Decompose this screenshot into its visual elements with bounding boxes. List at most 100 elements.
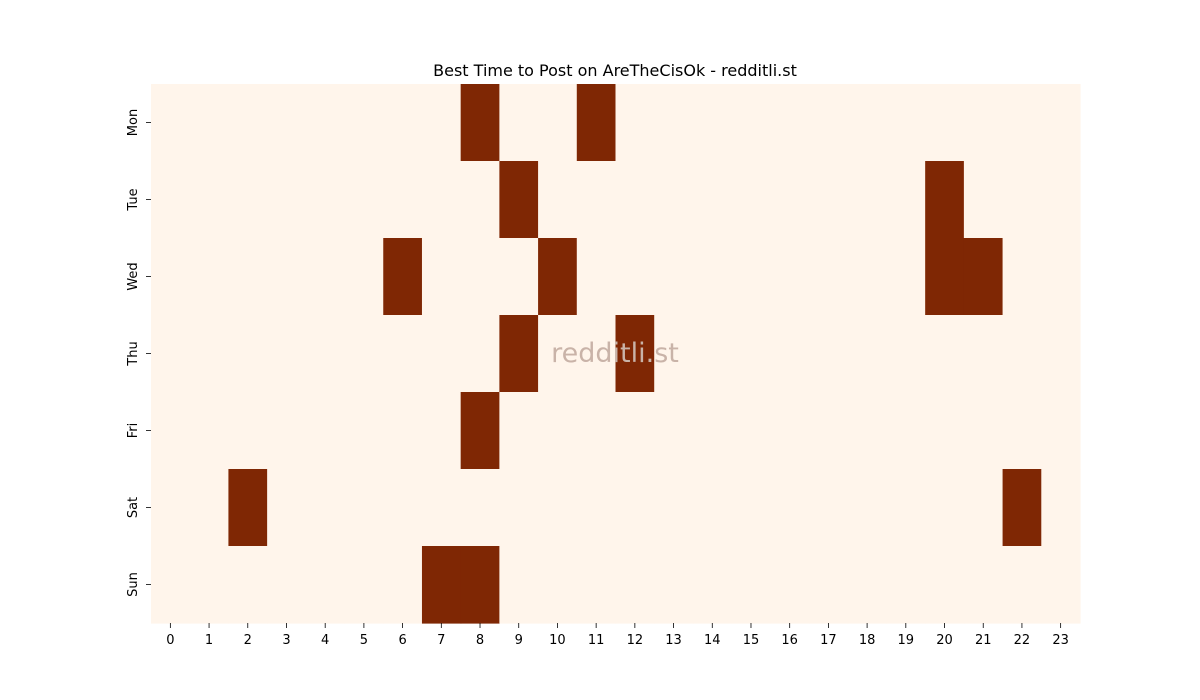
heatmap-cell-fri-4 <box>305 392 346 470</box>
watermark-text: redditli.st <box>551 338 679 369</box>
heatmap-cell-wed-15 <box>731 238 771 316</box>
heatmap-cell-sat-19 <box>886 469 926 547</box>
x-tick-label: 1 <box>205 633 213 648</box>
heatmap-cell-thu-13 <box>654 315 694 393</box>
heatmap-cell-sun-12 <box>615 546 655 624</box>
heatmap-cell-sat-14 <box>692 469 733 547</box>
heatmap-cell-tue-15 <box>731 161 771 239</box>
heatmap-cell-sat-17 <box>809 469 849 547</box>
heatmap-cell-wed-7 <box>421 238 462 316</box>
heatmap-cell-fri-10 <box>538 392 578 470</box>
heatmap-cell-mon-9 <box>499 84 539 162</box>
heatmap-cell-sat-23 <box>1041 469 1081 547</box>
y-tick-label: Thu <box>126 341 141 366</box>
x-tick-label: 17 <box>820 633 837 648</box>
heatmap-cell-thu-3 <box>267 315 307 393</box>
heatmap-cell-thu-10 <box>538 315 578 393</box>
x-tick-label: 22 <box>1014 633 1031 648</box>
heatmap-cell-wed-20 <box>925 238 965 316</box>
heatmap-cell-sun-10 <box>538 546 578 624</box>
heatmap-cell-wed-2 <box>228 238 268 316</box>
heatmap-cell-sun-5 <box>344 546 384 624</box>
heatmap-cell-thu-17 <box>809 315 849 393</box>
heatmap-cell-thu-20 <box>925 315 965 393</box>
x-tick-label: 12 <box>627 633 644 648</box>
heatmap-cell-tue-13 <box>654 161 694 239</box>
heatmap-cell-fri-14 <box>692 392 733 470</box>
heatmap-cell-tue-23 <box>1041 161 1081 239</box>
x-tick-label: 10 <box>549 633 566 648</box>
heatmap-cell-fri-20 <box>925 392 965 470</box>
heatmap-cell-mon-8 <box>460 84 500 162</box>
heatmap-cell-mon-5 <box>344 84 384 162</box>
heatmap-cell-mon-7 <box>421 84 462 162</box>
heatmap-cell-tue-7 <box>421 161 462 239</box>
y-tick-label: Sat <box>126 497 141 518</box>
heatmap-cell-mon-3 <box>267 84 307 162</box>
heatmap-cell-sun-3 <box>267 546 307 624</box>
heatmap-cell-thu-1 <box>189 315 230 393</box>
y-tick-label: Wed <box>126 262 141 290</box>
heatmap-cell-wed-4 <box>305 238 346 316</box>
x-tick-label: 23 <box>1052 633 1069 648</box>
y-tick-label: Sun <box>126 572 141 597</box>
heatmap-cell-thu-7 <box>421 315 462 393</box>
heatmap-cell-sun-11 <box>576 546 617 624</box>
heatmap-cell-fri-17 <box>809 392 849 470</box>
heatmap-cell-fri-3 <box>267 392 307 470</box>
heatmap-cell-tue-22 <box>1002 161 1042 239</box>
heatmap-cell-wed-1 <box>189 238 230 316</box>
heatmap-cell-thu-4 <box>305 315 346 393</box>
heatmap-cell-sun-8 <box>460 546 500 624</box>
x-tick-label: 14 <box>704 633 721 648</box>
heatmap-cell-sat-12 <box>615 469 655 547</box>
heatmap-cell-thu-16 <box>770 315 810 393</box>
heatmap-cell-sat-10 <box>538 469 578 547</box>
heatmap-cell-sat-4 <box>305 469 346 547</box>
heatmap-cell-sun-16 <box>770 546 810 624</box>
heatmap-cell-fri-0 <box>151 392 191 470</box>
heatmap-cell-sat-5 <box>344 469 384 547</box>
heatmap-cell-thu-0 <box>151 315 191 393</box>
heatmap-cell-wed-6 <box>383 238 423 316</box>
heatmap-cell-sun-9 <box>499 546 539 624</box>
heatmap-cell-sat-22 <box>1002 469 1042 547</box>
heatmap-cell-thu-11 <box>576 315 617 393</box>
heatmap-cell-fri-23 <box>1041 392 1081 470</box>
heatmap-cell-wed-0 <box>151 238 191 316</box>
y-axis-ticks: Mon Tue Wed Thu Fri Sat Sun <box>126 109 151 597</box>
heatmap-cell-tue-2 <box>228 161 268 239</box>
x-tick-label: 11 <box>588 633 605 648</box>
x-tick-label: 0 <box>166 633 174 648</box>
x-tick-label: 18 <box>859 633 876 648</box>
heatmap-cell-sat-0 <box>151 469 191 547</box>
heatmap-cell-mon-10 <box>538 84 578 162</box>
heatmap-cell-sun-2 <box>228 546 268 624</box>
heatmap-cell-sun-1 <box>189 546 230 624</box>
heatmap-cell-wed-3 <box>267 238 307 316</box>
heatmap-cell-tue-17 <box>809 161 849 239</box>
heatmap-cell-sat-3 <box>267 469 307 547</box>
heatmap-cell-sat-13 <box>654 469 694 547</box>
heatmap-cell-sun-14 <box>692 546 733 624</box>
heatmap-cell-sun-20 <box>925 546 965 624</box>
heatmap-cell-tue-11 <box>576 161 617 239</box>
heatmap-cell-mon-4 <box>305 84 346 162</box>
heatmap-cell-mon-6 <box>383 84 423 162</box>
heatmap-cell-wed-8 <box>460 238 500 316</box>
heatmap-cell-sat-6 <box>383 469 423 547</box>
heatmap-cell-fri-21 <box>963 392 1004 470</box>
heatmap-cell-wed-23 <box>1041 238 1081 316</box>
heatmap-cell-tue-19 <box>886 161 926 239</box>
heatmap-cell-wed-5 <box>344 238 384 316</box>
heatmap-cell-sat-20 <box>925 469 965 547</box>
heatmap-cell-sat-1 <box>189 469 230 547</box>
heatmap-cell-mon-18 <box>847 84 888 162</box>
heatmap-cell-fri-11 <box>576 392 617 470</box>
heatmap-cell-thu-6 <box>383 315 423 393</box>
y-tick-label: Fri <box>126 423 141 439</box>
heatmap-cell-sat-7 <box>421 469 462 547</box>
heatmap-cell-mon-17 <box>809 84 849 162</box>
heatmap-cell-tue-8 <box>460 161 500 239</box>
